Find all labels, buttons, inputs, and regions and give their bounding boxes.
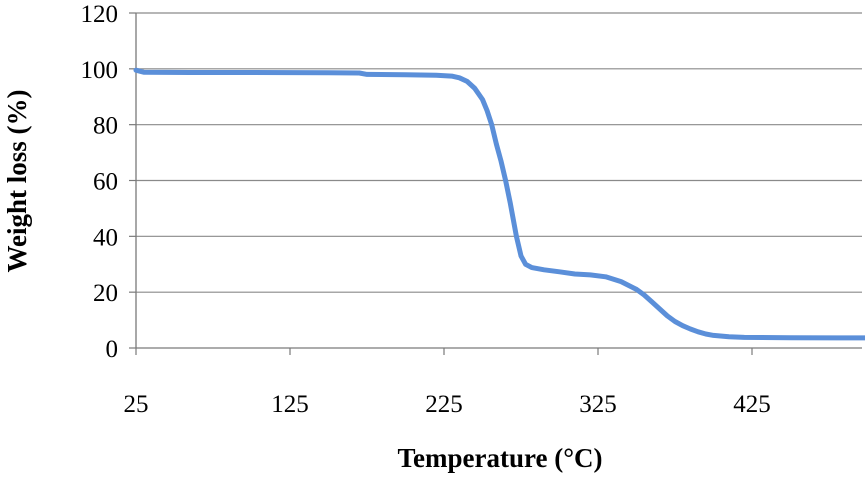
series-layer bbox=[133, 67, 865, 341]
y-tick-label-60: 60 bbox=[93, 169, 118, 196]
y-tick-label-80: 80 bbox=[93, 113, 118, 140]
tick-labels: 0 20 40 60 80 100 120 25 125 225 325 425 bbox=[81, 1, 771, 418]
gridlines bbox=[136, 12, 862, 293]
x-tick-label-25: 25 bbox=[124, 391, 149, 418]
x-tick-label-125: 125 bbox=[271, 391, 309, 418]
x-tick-label-325: 325 bbox=[579, 391, 617, 418]
x-tick-label-425: 425 bbox=[733, 391, 771, 418]
x-tick-label-225: 225 bbox=[425, 391, 463, 418]
y-axis-title: Weight loss (%) bbox=[2, 89, 32, 272]
series-line-0 bbox=[133, 67, 865, 341]
x-axis-title: Temperature (°C) bbox=[397, 443, 602, 473]
y-tick-label-40: 40 bbox=[93, 224, 118, 251]
axes bbox=[129, 12, 862, 355]
y-tick-label-120: 120 bbox=[81, 1, 119, 28]
y-tick-label-100: 100 bbox=[81, 57, 119, 84]
y-tick-label-0: 0 bbox=[106, 336, 119, 363]
y-tick-label-20: 20 bbox=[93, 280, 118, 307]
